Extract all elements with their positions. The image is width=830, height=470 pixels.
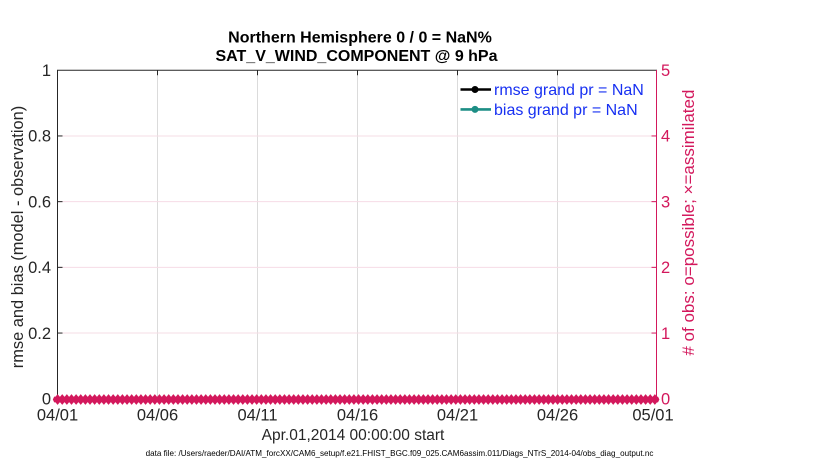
svg-text:5: 5 (661, 62, 670, 80)
svg-text:bias grand pr = NaN: bias grand pr = NaN (494, 102, 638, 119)
svg-text:Apr.01,2014 00:00:00 start: Apr.01,2014 00:00:00 start (262, 427, 445, 444)
svg-text:1: 1 (661, 325, 670, 343)
svg-text:0.2: 0.2 (28, 325, 51, 343)
svg-text:3: 3 (661, 193, 670, 211)
svg-text:Northern Hemisphere 0 / 0 = Na: Northern Hemisphere 0 / 0 = NaN% (228, 30, 492, 47)
svg-text:1: 1 (42, 62, 51, 80)
svg-text:0.6: 0.6 (28, 193, 51, 211)
svg-text:data file: /Users/raeder/DAI/A: data file: /Users/raeder/DAI/ATM_forcXX/… (146, 449, 654, 458)
svg-text:0.4: 0.4 (28, 259, 51, 277)
svg-text:# of obs: o=possible; ×=assimi: # of obs: o=possible; ×=assimilated (679, 90, 698, 356)
svg-text:4: 4 (661, 128, 670, 146)
svg-text:rmse and bias (model - observa: rmse and bias (model - observation) (9, 106, 27, 368)
svg-text:04/11: 04/11 (237, 407, 277, 425)
svg-text:0: 0 (42, 391, 51, 409)
svg-text:SAT_V_WIND_COMPONENT @ 9 hPa: SAT_V_WIND_COMPONENT @ 9 hPa (215, 48, 497, 65)
svg-text:rmse grand pr = NaN: rmse grand pr = NaN (494, 82, 644, 99)
svg-text:04/26: 04/26 (537, 407, 578, 425)
svg-text:05/01: 05/01 (632, 407, 673, 425)
svg-text:2: 2 (661, 259, 670, 277)
svg-text:04/16: 04/16 (337, 407, 378, 425)
svg-text:04/01: 04/01 (37, 407, 78, 425)
svg-text:0: 0 (661, 391, 670, 409)
svg-text:0.8: 0.8 (28, 128, 51, 146)
svg-text:04/21: 04/21 (437, 407, 478, 425)
svg-text:04/06: 04/06 (137, 407, 178, 425)
